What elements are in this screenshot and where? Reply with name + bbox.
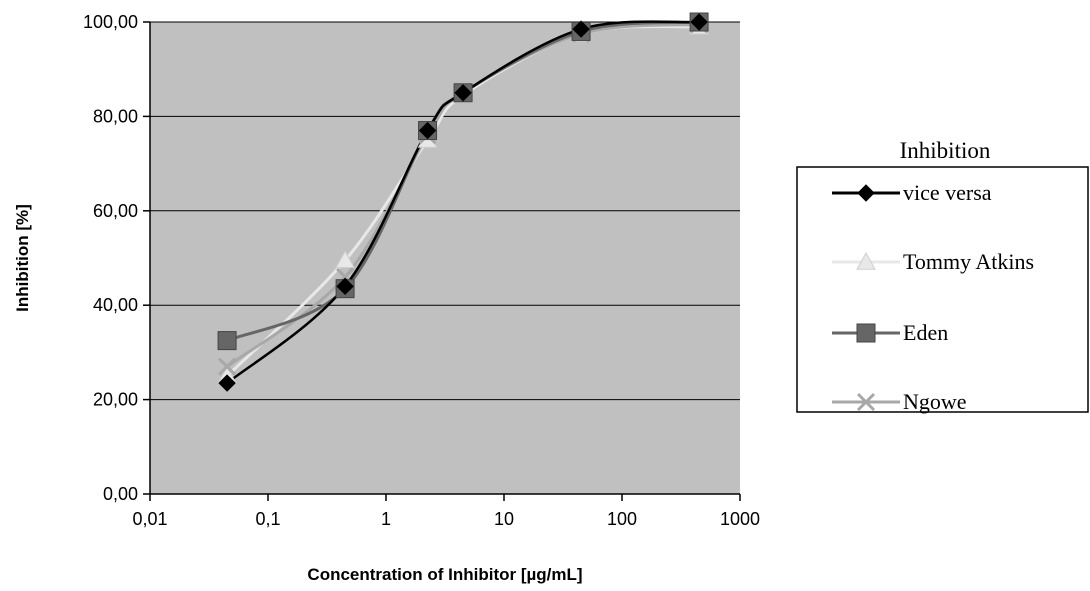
data-point-vice-versa	[218, 374, 236, 392]
gridlines	[150, 21, 740, 401]
legend-entry: vice versa	[903, 180, 992, 205]
legend-items: vice versa Tommy Atkins Eden Ngowe	[832, 180, 1034, 414]
x-tick-label: 0,1	[255, 509, 280, 529]
y-tick-label: 80,00	[93, 106, 138, 126]
data-point-eden	[217, 331, 237, 351]
x-tick-labels: 0,01 0,1 1 10 100 1000	[132, 509, 760, 529]
legend-entry: Eden	[903, 320, 948, 345]
legend-marker	[856, 392, 876, 412]
y-tick-label: 0,00	[103, 484, 138, 504]
legend-title: Inhibition	[900, 138, 991, 163]
x-tick-label: 100	[607, 509, 637, 529]
x-axis-title: Concentration of Inhibitor [µg/mL]	[307, 565, 582, 584]
data-point-vice-versa	[418, 121, 437, 140]
y-axis-title: Inhibition [%]	[13, 204, 32, 312]
data-point-vice-versa	[572, 20, 590, 38]
legend-entry: Tommy Atkins	[903, 249, 1034, 274]
x-tick-label: 1000	[720, 509, 760, 529]
data-point-ngowe	[218, 357, 237, 376]
x-tick-label: 0,01	[132, 509, 167, 529]
legend-box	[796, 166, 1089, 413]
legend-marker	[856, 323, 876, 343]
legend: Inhibition vice versa Tommy Atkins Eden Ngo…	[796, 138, 1089, 414]
axes	[143, 21, 741, 501]
y-tick-label: 40,00	[93, 295, 138, 315]
series-markers	[217, 12, 709, 392]
data-point-vice-versa	[690, 13, 708, 31]
x-tick-label: 1	[381, 509, 391, 529]
data-point-vice-versa	[454, 84, 472, 102]
legend-marker	[857, 184, 875, 202]
x-tick-label: 10	[494, 509, 514, 529]
y-tick-labels: 0,00 20,00 40,00 60,00 80,00 100,00	[83, 12, 138, 504]
y-tick-label: 60,00	[93, 201, 138, 221]
legend-marker	[856, 251, 876, 270]
y-tick-label: 100,00	[83, 12, 138, 32]
y-tick-label: 20,00	[93, 390, 138, 410]
legend-entry: Ngowe	[903, 389, 967, 414]
data-point-vice-versa	[336, 277, 354, 296]
plot-area	[150, 22, 740, 494]
data-point-tommy-atkins	[335, 250, 355, 269]
